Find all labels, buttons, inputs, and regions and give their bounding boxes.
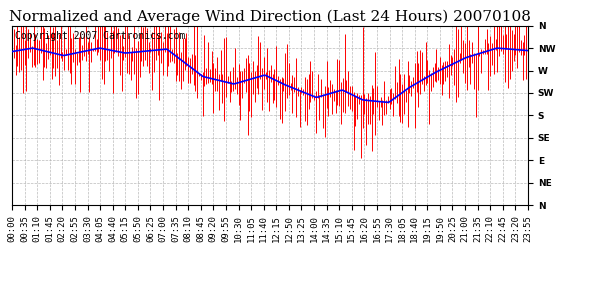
- Title: Normalized and Average Wind Direction (Last 24 Hours) 20070108: Normalized and Average Wind Direction (L…: [9, 10, 531, 25]
- Text: Copyright 2007 Cartronics.com: Copyright 2007 Cartronics.com: [14, 31, 185, 41]
